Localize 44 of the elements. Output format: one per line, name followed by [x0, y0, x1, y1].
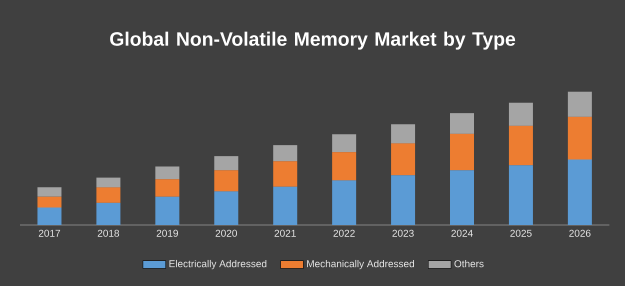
- bar: [273, 145, 298, 162]
- bar: [96, 178, 120, 188]
- bar: [391, 175, 416, 225]
- bar: [332, 152, 356, 180]
- x-tick-label: 2020: [216, 230, 237, 237]
- bar: [155, 179, 180, 197]
- bar: [214, 170, 238, 192]
- bar: [155, 166, 180, 180]
- legend-label: Mechanically Addressed: [307, 260, 414, 270]
- bar: [450, 113, 474, 134]
- bar: [450, 170, 474, 225]
- bar: [96, 202, 120, 225]
- x-tick-label: 2026: [569, 230, 591, 237]
- legend-label: Others: [454, 260, 484, 268]
- bar: [214, 191, 238, 225]
- bar: [37, 196, 62, 208]
- legend-label: Electrically Addressed: [169, 260, 266, 270]
- x-tick-label: 2022: [334, 230, 355, 237]
- bar: [273, 186, 298, 225]
- bar: [37, 187, 62, 197]
- bar: [391, 124, 416, 144]
- x-tick-label: 2024: [451, 230, 473, 237]
- bar: [391, 143, 416, 176]
- bar: [155, 196, 180, 225]
- bar: [332, 180, 356, 225]
- bar: [96, 187, 120, 203]
- bar: [568, 92, 592, 117]
- bar: [332, 134, 356, 152]
- bar: [37, 208, 62, 225]
- x-tick-label: 2023: [392, 230, 414, 237]
- bar: [508, 165, 533, 225]
- x-tick-label: 2025: [510, 230, 532, 237]
- bar: [568, 116, 592, 160]
- bar: [508, 102, 533, 126]
- bar: [508, 126, 533, 166]
- x-tick-label: 2019: [156, 230, 178, 237]
- bar: [450, 134, 474, 170]
- x-tick-label: 2017: [38, 230, 60, 237]
- bar: [568, 160, 592, 225]
- x-tick-label: 2021: [274, 230, 296, 237]
- x-tick-label: 2018: [98, 230, 120, 237]
- bar: [214, 156, 238, 170]
- chart-title: Global Non-Volatile Memory Market by Type: [110, 32, 516, 50]
- bar: [273, 161, 298, 187]
